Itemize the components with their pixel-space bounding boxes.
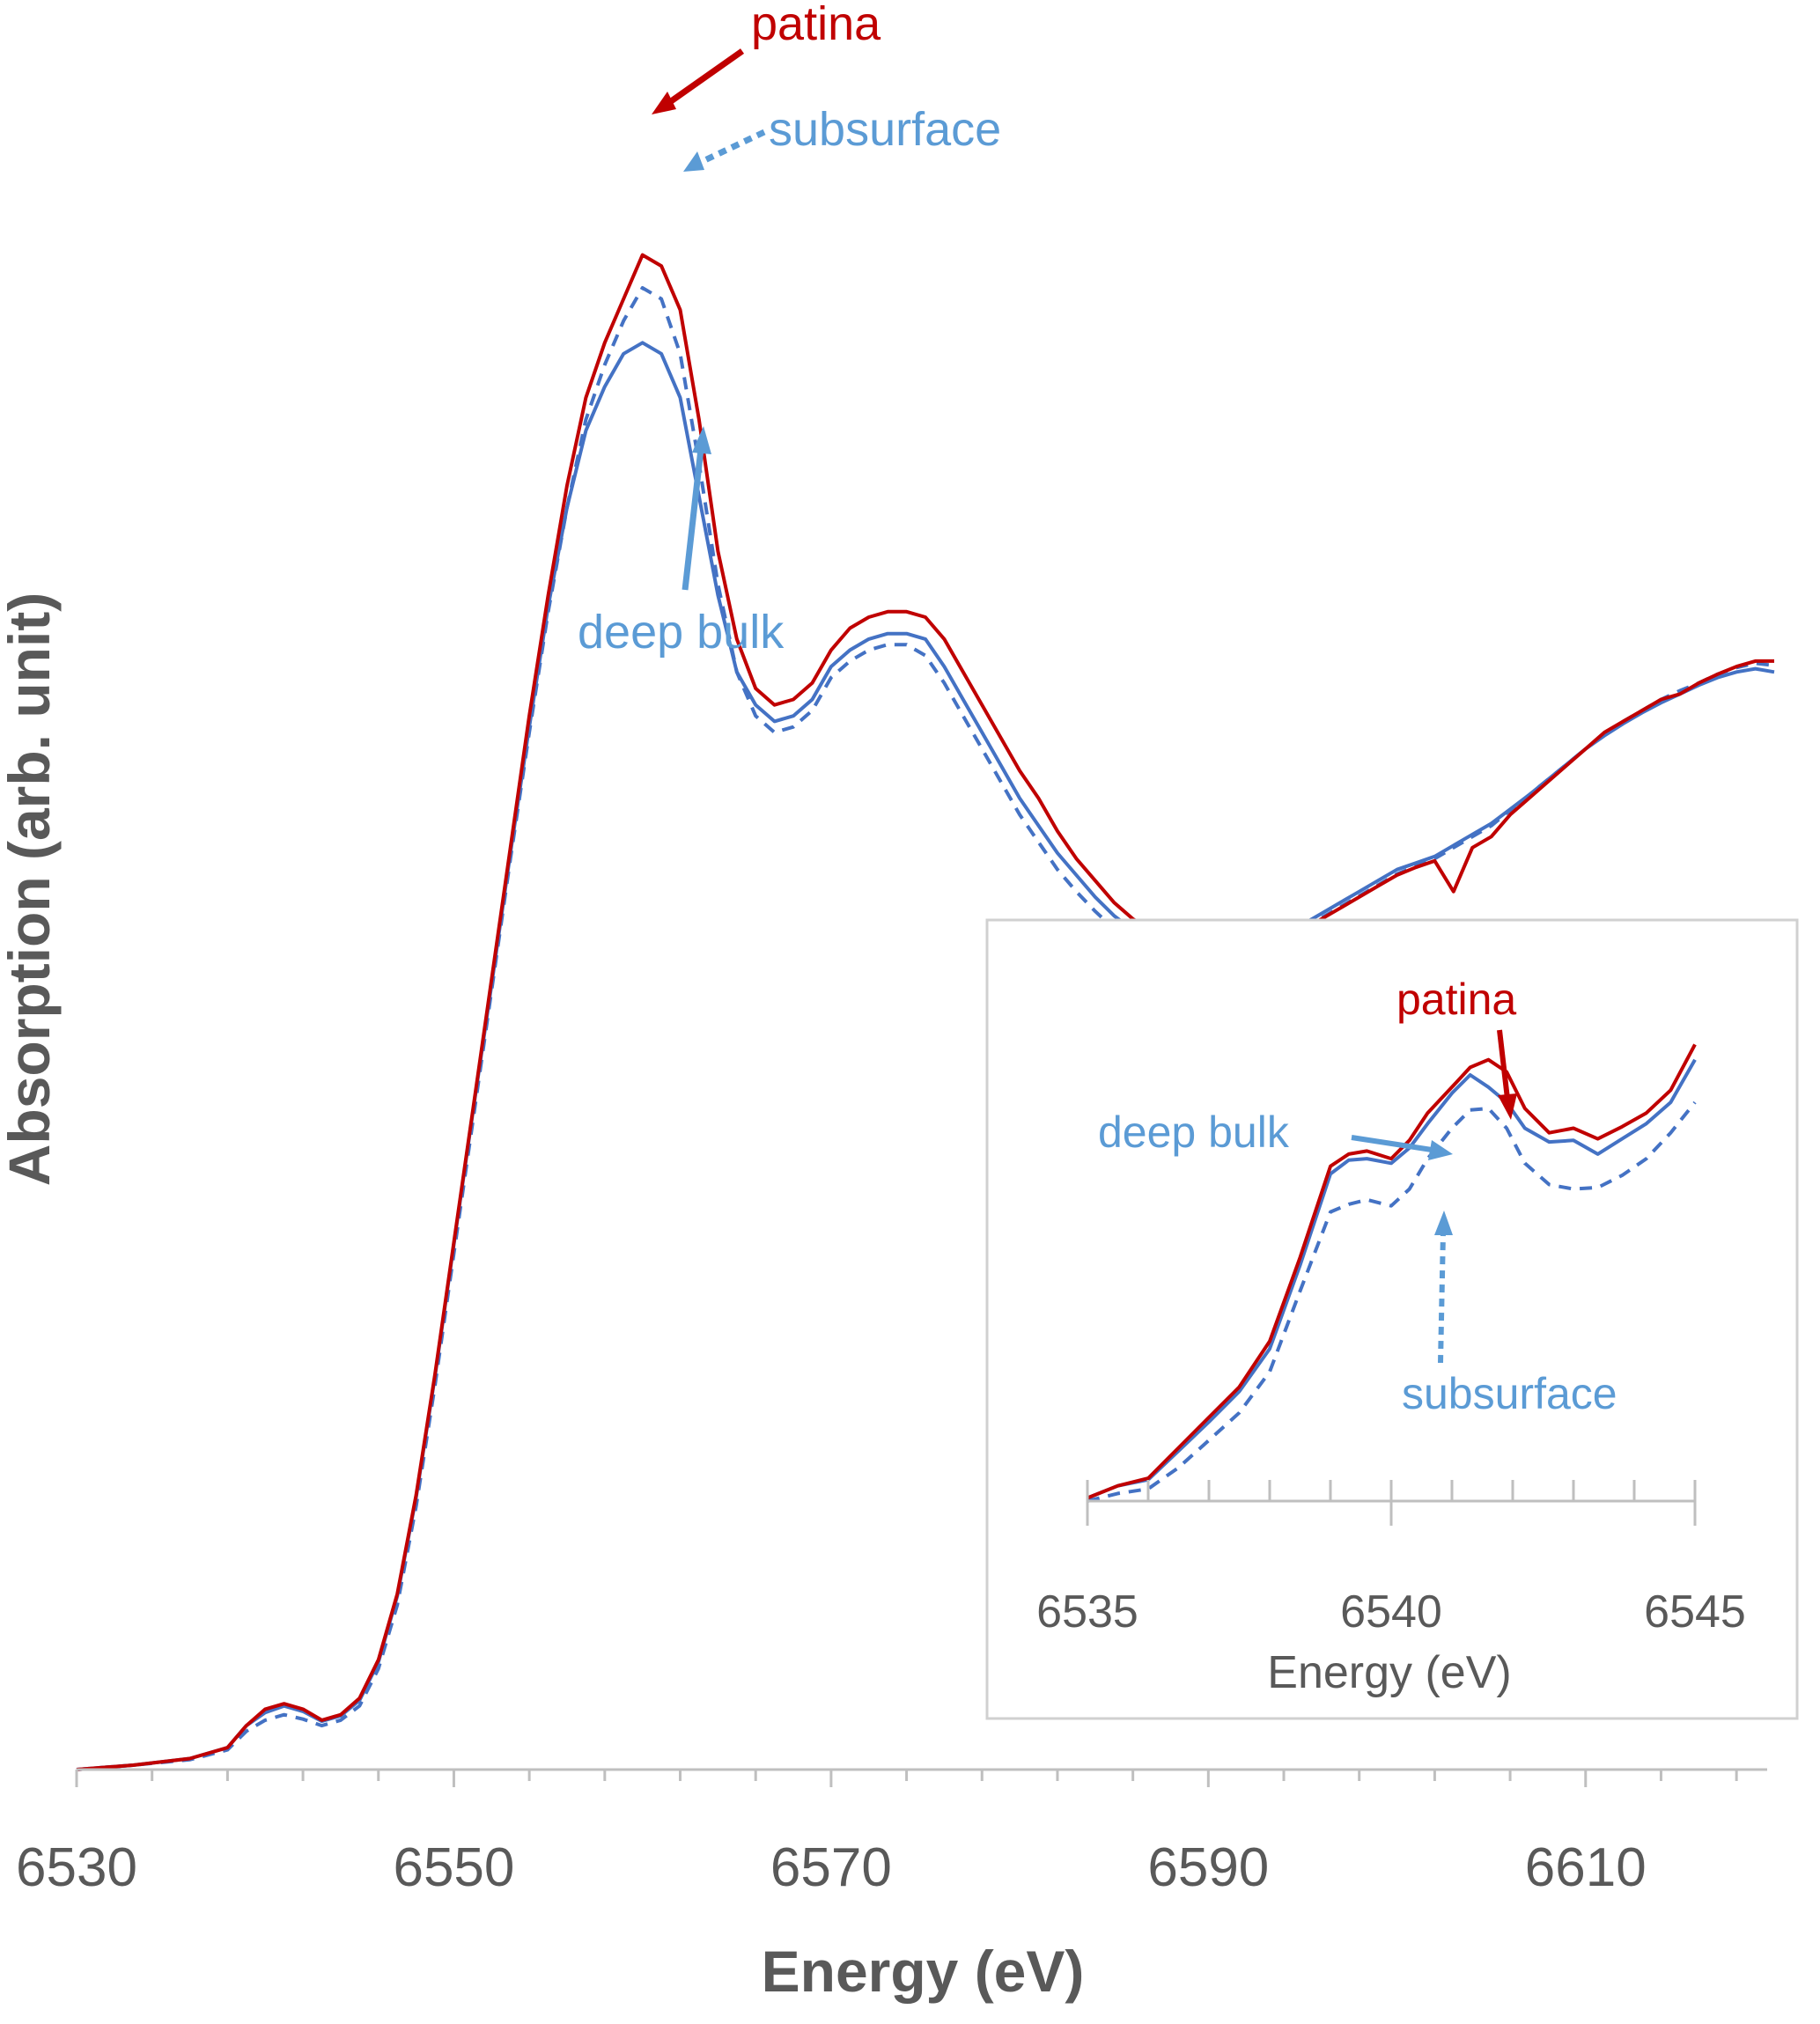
inset-annotation-subsurface: subsurface [1402,1369,1617,1418]
x-tick-label: 6530 [16,1837,137,1898]
inset-annotations: patina deep bulk subsurface [1098,975,1617,1418]
inset-arrowhead-deep-bulk [1428,1140,1453,1160]
main-chart: 6530 6550 6570 6590 6610 Energy (eV) Absorpt… [0,0,1775,2004]
inset-arrow-deep-bulk [1351,1135,1433,1152]
arrow-deep-bulk [682,448,704,591]
main-series-group [76,253,1775,1771]
inset-series-group [1087,1043,1697,1503]
main-annotations: patina subsurface deep bulk [578,0,1001,659]
inset-series-deep-bulk [1087,1058,1697,1500]
inset-arrowhead-subsurface [1434,1211,1453,1235]
arrow-subsurface [696,129,766,167]
inset-series-subsurface [1087,1100,1697,1503]
inset-frame [985,918,1799,1720]
x-axis-title: Energy (eV) [762,1939,1085,2004]
inset-x-axis-title: Energy (eV) [1267,1647,1511,1698]
arrowhead-deep-bulk [692,426,711,454]
inset-x-axis-ticks [1086,1480,1697,1526]
inset-series-patina [1087,1043,1697,1500]
inset-annotation-deep-bulk: deep bulk [1098,1108,1290,1157]
x-tick-label: 6570 [770,1837,892,1898]
inset-arrow-patina [1497,1029,1510,1100]
inset-annotation-patina: patina [1396,975,1516,1024]
inset-x-axis-tick-labels: 6535 6540 6545 [1036,1586,1746,1638]
y-axis-title: Absorption (arb. unit) [0,592,62,1187]
x-tick-label: 6590 [1147,1837,1269,1898]
x-tick-label: 6550 [393,1837,514,1898]
inset-arrow-subsurface [1438,1232,1446,1364]
inset-x-tick-label: 6540 [1340,1586,1442,1638]
inset-x-tick-label: 6545 [1644,1586,1746,1638]
arrowhead-subsurface [683,151,704,172]
annotation-subsurface: subsurface [769,103,1001,156]
arrowhead-patina [652,92,676,114]
inset-x-tick-label: 6535 [1036,1586,1138,1638]
arrow-patina [662,48,745,108]
inset-arrowhead-patina [1498,1093,1517,1120]
annotation-patina: patina [751,0,881,50]
inset-chart: 6535 6540 6545 Energy (eV) patina deep bul… [985,918,1799,1720]
x-axis-tick-labels: 6530 6550 6570 6590 6610 [16,1837,1647,1898]
x-tick-label: 6610 [1525,1837,1647,1898]
series-patina [76,253,1774,1771]
annotation-deep-bulk: deep bulk [578,606,785,659]
x-axis-ticks [75,1770,1738,1787]
